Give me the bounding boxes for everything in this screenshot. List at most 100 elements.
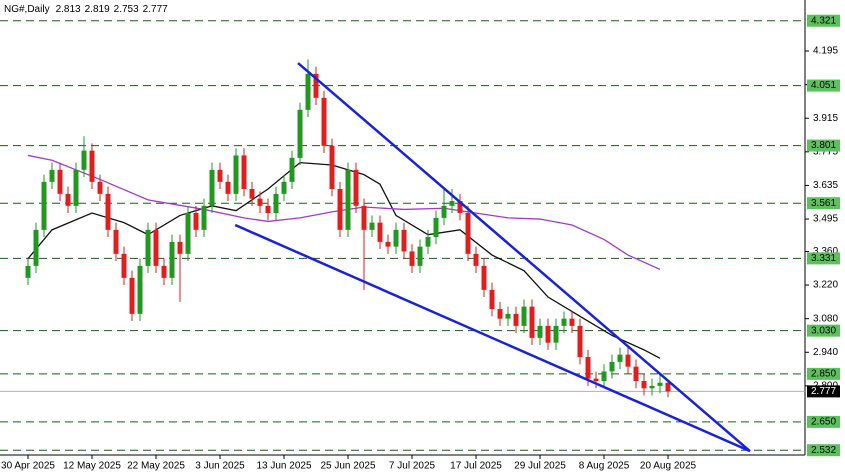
candle-body [81,150,87,170]
x-tick-label: 13 Jun 2025 [256,461,311,472]
candle-body [57,169,63,194]
level-label-box [807,139,840,152]
candle-body [617,354,623,362]
candle-body [89,150,95,182]
candle-body [481,265,487,290]
y-tick-label: 3.360 [813,246,838,257]
level-label-box [807,324,840,337]
candle-body [409,251,415,266]
candle-body [225,181,231,194]
level-label-box [807,415,840,428]
price-label-box [807,385,840,398]
x-tick-label: 22 May 2025 [127,461,185,472]
last-high: 2.819 [85,4,110,15]
x-tick-label: 8 Aug 2025 [579,461,630,472]
candle-body [145,229,151,266]
candle-body [265,205,271,214]
candle-body [529,306,535,338]
candle-body [553,325,559,343]
x-tick-label: 20 Aug 2025 [640,461,697,472]
trendline [234,223,751,453]
candle-body [65,193,71,206]
candle-body [289,157,295,182]
candle-body [377,222,383,242]
candle-body [313,73,319,98]
candle-body [425,237,431,247]
candle-body [585,357,591,379]
level-label-box [807,252,840,265]
candle-body [449,201,455,206]
level-label-box [807,367,840,380]
candle-body [537,325,543,338]
candle-body [233,155,239,194]
level-label-box [807,197,840,210]
candle-body [321,97,327,146]
level-label-box [807,444,840,457]
symbol: NG#,Daily [4,4,50,15]
y-tick-label: 3.775 [813,146,838,157]
candle-body [25,265,31,278]
x-tick-label: 30 Apr 2025 [1,461,55,472]
last-close: 2.777 [143,4,168,15]
moving-average [27,161,661,359]
trendline [297,62,751,453]
candle-body [105,193,111,230]
candle-body [137,265,143,314]
candle-body [297,109,303,158]
candle-body [97,181,103,194]
y-tick-label: 3.915 [813,113,838,124]
level-label: 2.532 [811,445,836,456]
level-label-box [807,14,840,27]
candle-body [497,309,503,319]
level-label: 3.561 [811,198,836,209]
candle-body [385,241,391,247]
candle-body [217,169,223,182]
level-label: 3.030 [811,325,836,336]
candle-body [489,289,495,310]
x-tick-label: 29 Jul 2025 [514,461,566,472]
candle-body [305,73,311,110]
last-open: 2.813 [56,4,81,15]
candle-body [129,277,135,314]
candle-body [465,213,471,254]
candle-body [433,217,439,238]
candle-body [593,378,599,382]
candle-body [545,325,551,343]
candle-body [273,193,279,214]
candle-body [369,222,375,230]
candle-body [641,381,647,389]
candle-body [257,198,263,206]
level-label: 2.650 [811,417,836,428]
level-label: 4.321 [811,15,836,26]
candle-body [505,313,511,319]
level-label: 3.331 [811,253,836,264]
candle-body [161,265,167,278]
candle-body [577,325,583,358]
candle-body [249,189,255,199]
x-tick-label: 25 Jun 2025 [320,461,375,472]
candle-body [153,229,159,266]
candle-body [665,382,671,392]
level-label: 2.850 [811,369,836,380]
candle-body [337,189,343,230]
candle-body [121,253,127,278]
y-tick-label: 4.195 [813,46,838,57]
y-tick-label: 3.080 [813,313,838,324]
level-label: 4.051 [811,80,836,91]
candle-body [361,205,367,230]
candle-body [201,205,207,230]
y-tick-label: 3.220 [813,280,838,291]
candle-body [329,145,335,190]
candle-body [441,205,447,218]
candle-body [609,361,615,372]
candle-body [49,169,55,182]
candle-body [393,229,399,247]
candle-body [561,318,567,326]
candle-body [657,382,663,386]
candle-body [33,229,39,266]
y-tick-label: 3.635 [813,180,838,191]
chart-title: NG#,Daily 2.813 2.819 2.753 2.777 [4,4,168,15]
level-label-box [807,79,840,92]
